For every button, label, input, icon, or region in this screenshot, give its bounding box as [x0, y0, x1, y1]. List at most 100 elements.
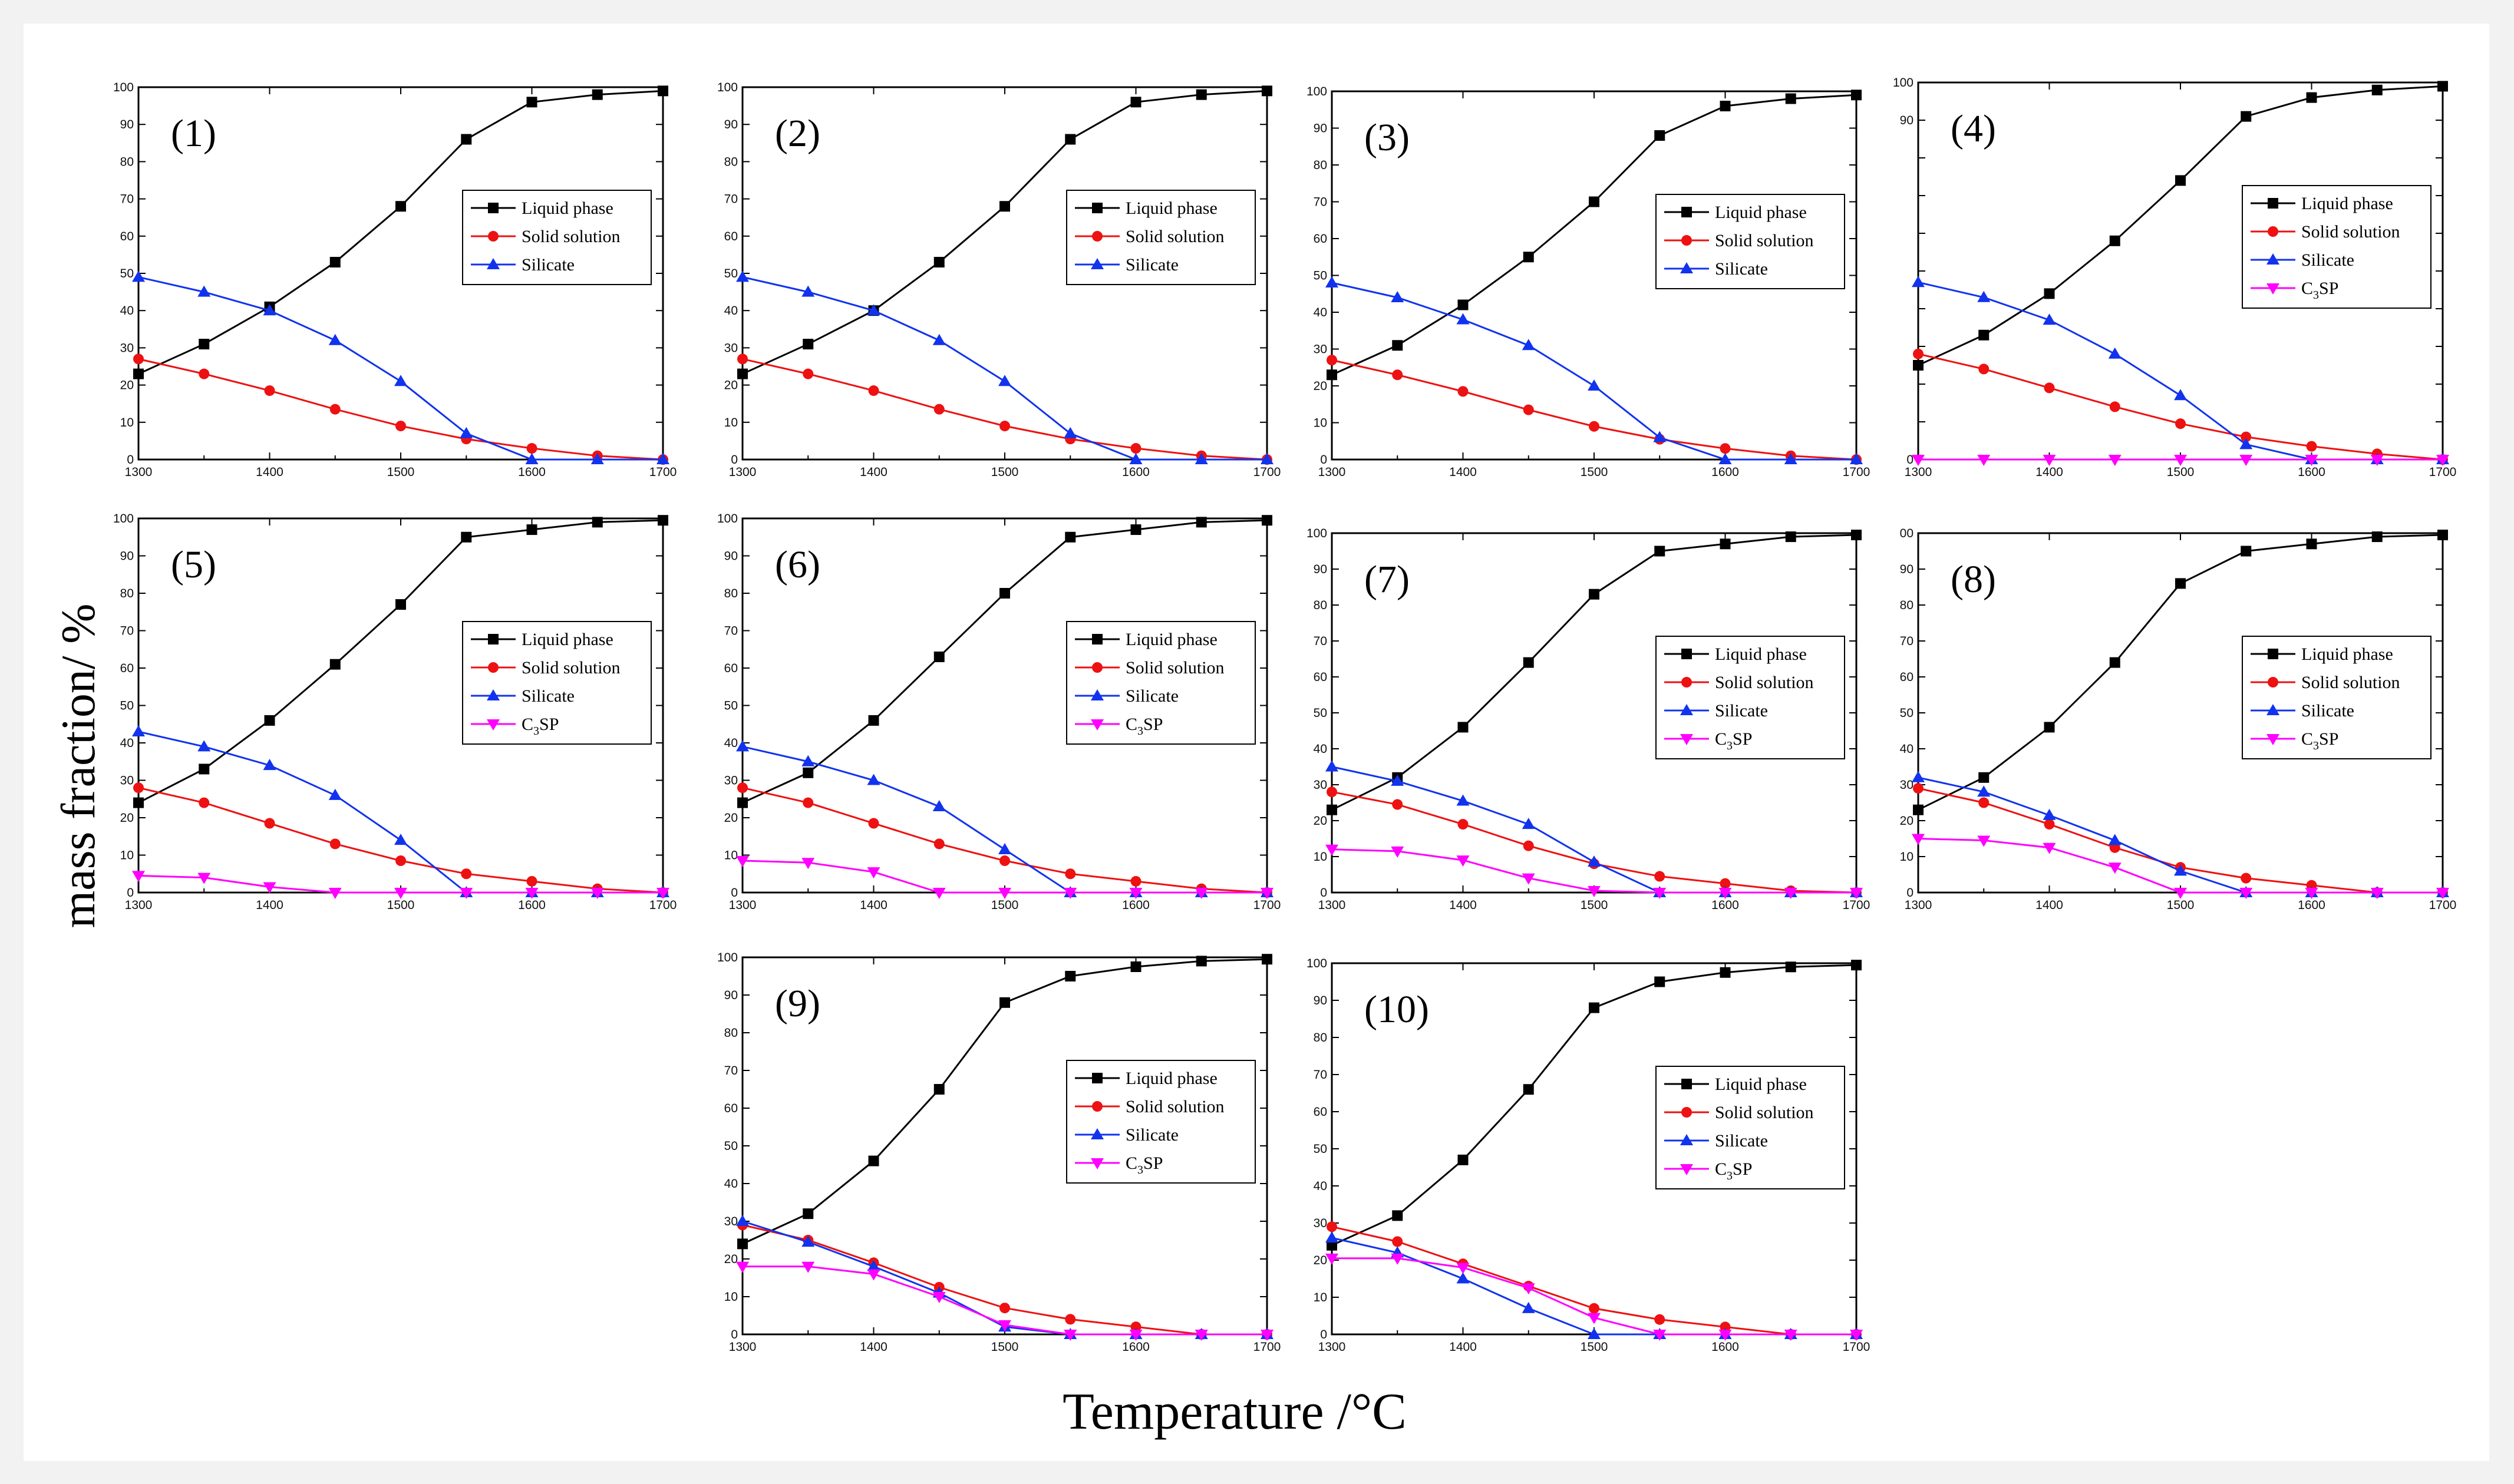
y-tick-label: 100 [717, 81, 738, 94]
y-tick-label: 50 [1314, 1142, 1327, 1156]
data-point [527, 443, 537, 454]
chart-panel-7: 01020304050607080901001300 1400 1500 1600 17… [1307, 527, 1870, 912]
y-tick-label: 80 [1314, 599, 1327, 612]
data-point [1458, 819, 1469, 829]
data-point [1131, 97, 1141, 107]
y-tick-label: 100 [1893, 76, 1913, 90]
data-point [999, 997, 1010, 1008]
data-point [934, 652, 945, 662]
data-point [736, 1215, 749, 1226]
legend-label: Liquid phase [2301, 645, 2393, 664]
data-point [1913, 783, 1924, 794]
data-point [1065, 1314, 1075, 1324]
legend-label: Liquid phase [522, 199, 613, 218]
y-tick-label: 100 [1307, 527, 1327, 540]
x-tick-label: 1300 [1318, 1340, 1346, 1354]
y-tick-label: 60 [724, 662, 738, 675]
data-point [1065, 868, 1075, 879]
data-point [2437, 530, 2448, 540]
y-tick-label: 100 [717, 512, 738, 525]
data-point [461, 134, 471, 144]
data-point [869, 385, 879, 396]
data-point [394, 375, 407, 386]
y-tick-label: 30 [1900, 778, 1913, 792]
y-tick-label: 0 [1320, 886, 1327, 900]
data-point [2307, 441, 2317, 452]
x-tick-label: 1400 [1449, 898, 1477, 912]
data-point [132, 725, 145, 736]
y-tick-label: 90 [1314, 122, 1327, 135]
data-point [1392, 799, 1403, 810]
data-point [1978, 798, 1989, 808]
legend-label: Solid solution [1715, 231, 1814, 250]
x-tick-label: 1500 [1581, 465, 1608, 479]
figure-canvas: mass fraction/ % Temperature /°C 0 10 20 30… [24, 24, 2489, 1461]
y-tick-label: 30 [724, 341, 738, 355]
legend-label: Liquid phase [1126, 630, 1218, 649]
data-point [133, 369, 144, 379]
legend-label: Silicate [1715, 1131, 1768, 1151]
data-point [737, 369, 748, 379]
y-tick-label: 00 [1900, 527, 1913, 540]
data-point [2110, 236, 2120, 246]
data-point [527, 876, 537, 887]
legend-label: Solid solution [1715, 1103, 1814, 1122]
y-tick-label: 90 [1314, 563, 1327, 576]
y-tick-label: 70 [1314, 196, 1327, 209]
data-point [1327, 369, 1337, 380]
x-tick-label: 1500 [387, 465, 415, 479]
data-point [1912, 771, 1925, 782]
data-point [1589, 589, 1599, 600]
x-axis-title: Temperature /°C [1063, 1383, 1407, 1440]
x-tick-label: 1700 [2429, 898, 2457, 912]
data-point [265, 818, 275, 829]
y-tick-label: 10 [1900, 850, 1913, 864]
x-tick-label: 1600 [518, 465, 546, 479]
data-point [592, 517, 603, 527]
legend-label: Silicate [1126, 1125, 1179, 1145]
data-point [1913, 360, 1924, 371]
x-tick-label: 1600 [1122, 1340, 1150, 1354]
y-tick-label: 80 [724, 1026, 738, 1040]
data-point [1589, 1303, 1599, 1314]
data-point [2372, 85, 2383, 95]
legend-label: Liquid phase [1715, 645, 1807, 664]
chart-panel-9: 01020304050607080901001300 1400 1500 1600 17… [717, 951, 1281, 1354]
x-tick-label: 1500 [991, 1340, 1019, 1354]
series-line-solid-solution [1918, 354, 2443, 460]
x-tick-label: 1400 [860, 898, 888, 912]
data-point [1851, 530, 1862, 540]
x-tick-label: 1500 [2167, 465, 2195, 479]
x-tick-label: 1600 [518, 898, 546, 912]
data-point [933, 334, 946, 345]
y-tick-label: 80 [724, 155, 738, 168]
legend-label: Solid solution [1126, 1097, 1225, 1116]
data-point [1720, 101, 1731, 111]
y-tick-label: 40 [120, 304, 134, 318]
x-tick-label: 1400 [1449, 465, 1477, 479]
series-line-solid-solution [743, 1225, 1267, 1334]
data-point [527, 524, 537, 535]
legend-marker [2268, 677, 2278, 688]
y-tick-label: 10 [1314, 1291, 1327, 1304]
data-point [1458, 386, 1469, 396]
series-line-silicate [1332, 283, 1856, 460]
legend-label: Silicate [1715, 259, 1768, 279]
y-tick-label: 90 [1314, 994, 1327, 1007]
legend-label: Liquid phase [1126, 1069, 1218, 1088]
y-tick-label: 50 [1314, 706, 1327, 720]
data-point [265, 385, 275, 396]
data-point [803, 1208, 813, 1219]
y-tick-label: 40 [1314, 742, 1327, 756]
data-point [461, 532, 471, 543]
data-point [1131, 961, 1141, 972]
series-line-silicate [138, 732, 663, 893]
y-tick-label: 0 [1320, 1328, 1327, 1341]
legend-marker [2268, 226, 2278, 237]
data-point [1065, 532, 1075, 543]
data-point [2437, 81, 2448, 91]
data-point [737, 1238, 748, 1249]
legend-label: Silicate [2301, 701, 2354, 720]
y-tick-label: 0 [1320, 453, 1327, 467]
legend-marker [2268, 649, 2278, 659]
